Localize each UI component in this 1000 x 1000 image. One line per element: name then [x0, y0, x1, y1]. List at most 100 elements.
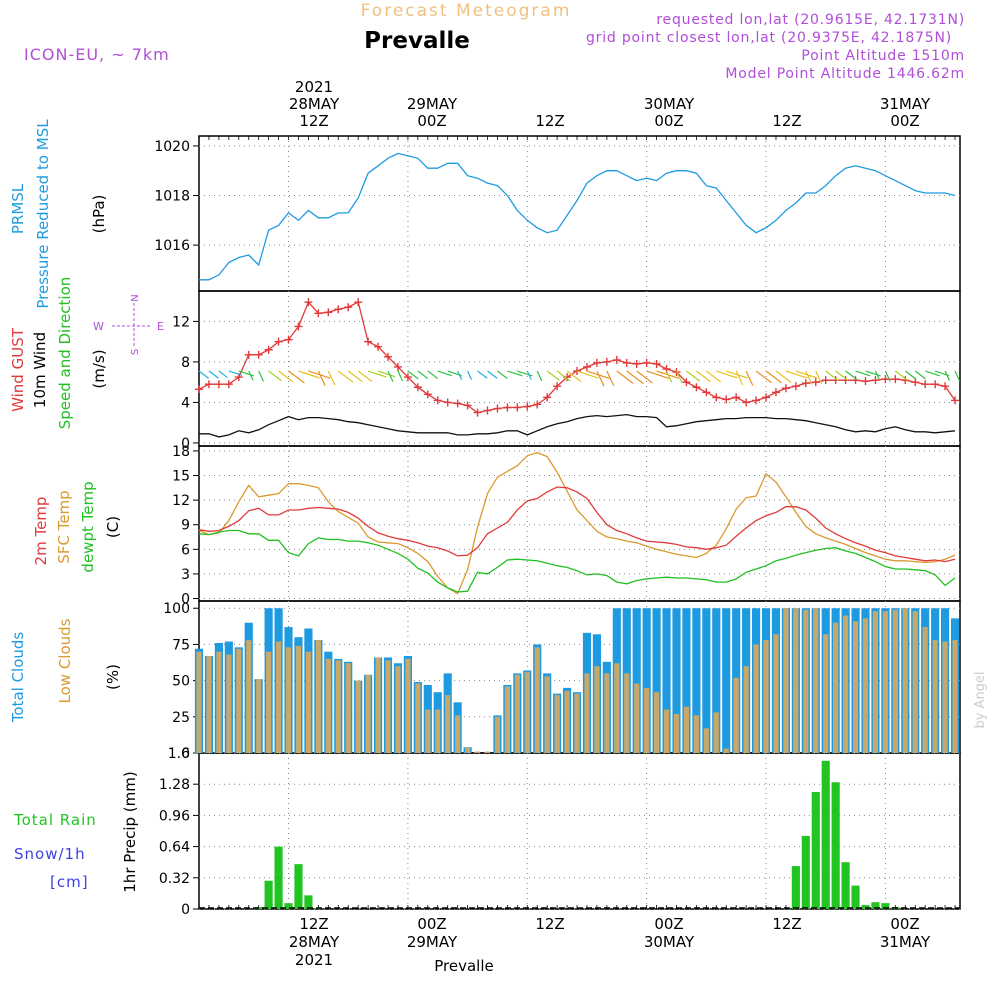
top-tick-line2: 28MAY	[289, 95, 340, 113]
bottom-tick-line1: 12Z	[535, 915, 564, 933]
gust-marker	[642, 358, 651, 367]
wind-direction-arrow	[944, 370, 951, 381]
wind-direction-arrow	[675, 370, 683, 383]
gust-marker	[264, 345, 273, 354]
wind-direction-arrow	[507, 370, 523, 377]
t2m-line	[198, 486, 956, 563]
model-altitude: Model Point Altitude 1446.62m	[725, 66, 965, 82]
rain-bar	[851, 885, 860, 909]
low-clouds-bar	[196, 651, 202, 753]
gust-marker	[841, 376, 850, 385]
low-clouds-bar	[345, 663, 351, 753]
y-tick-label: 4	[181, 395, 190, 411]
gust-marker	[254, 350, 263, 359]
gust-marker	[403, 373, 412, 382]
location-title: Prevalle	[364, 28, 470, 54]
y-tick-label: 25	[172, 710, 190, 726]
gust-marker	[284, 335, 293, 344]
gust-marker	[214, 380, 223, 389]
top-tick-line2: 31MAY	[880, 95, 931, 113]
low-clouds-bar	[912, 611, 918, 753]
gust-marker	[443, 398, 452, 407]
gust-marker	[722, 395, 731, 404]
compass-w: W	[93, 320, 104, 333]
total-clouds-bar	[712, 608, 721, 753]
low-clouds-bar	[634, 683, 640, 753]
wind-direction-arrow	[238, 370, 255, 377]
rain-bar	[861, 905, 870, 909]
wind-direction-arrow	[288, 370, 305, 384]
rain-bar	[831, 782, 840, 909]
total-clouds-label: Total Clouds	[9, 632, 27, 724]
t2m-label: 2m Temp	[32, 497, 50, 566]
wind-direction-arrow	[357, 370, 373, 382]
compass-legend: N S W E	[93, 294, 164, 355]
low-clouds-bar	[803, 609, 809, 753]
pressure-label-1: PRMSL	[9, 183, 27, 234]
bottom-tick-line1: 12Z	[299, 915, 328, 933]
wind-direction-arrow	[417, 370, 429, 380]
dew-label: dewpt Temp	[79, 481, 97, 572]
wind-direction-arrow	[596, 370, 605, 387]
wind-dir-label: Speed and Direction	[56, 277, 74, 430]
footer-location: Prevalle	[434, 957, 493, 975]
gust-marker	[393, 362, 402, 371]
compass-s: S	[130, 349, 141, 355]
low-clouds-bar	[713, 712, 719, 753]
panel-labels: PRMSL Pressure Reduced to MSL (hPa) Wind…	[9, 119, 164, 893]
rain-bar	[274, 846, 283, 909]
wind-direction-arrow	[526, 370, 532, 380]
top-tick-line3: 12Z	[535, 112, 564, 130]
gust-marker	[473, 408, 482, 417]
rain-bar	[871, 902, 880, 909]
low-clouds-bar	[902, 608, 908, 753]
low-clouds-label: Low Clouds	[56, 618, 74, 703]
wind-direction-arrow	[218, 370, 228, 378]
low-clouds-bar	[295, 645, 302, 753]
low-clouds-bar	[455, 715, 461, 753]
wind-direction-arrow	[248, 370, 254, 381]
gust-marker	[423, 390, 432, 399]
wind-direction-arrow	[765, 370, 782, 384]
low-clouds-bar	[654, 692, 660, 753]
gust-marker	[851, 376, 860, 385]
low-clouds-bar	[783, 608, 789, 753]
low-clouds-bar	[624, 673, 630, 753]
chart-layer: 101610181020048120369121518025507510000.…	[154, 135, 961, 918]
total-clouds-bar	[672, 608, 681, 753]
low-clouds-bar	[514, 674, 520, 753]
low-clouds-bar	[773, 634, 779, 753]
wind-gust-line	[198, 300, 956, 414]
wind-direction-arrow	[487, 370, 498, 379]
gust-marker	[453, 399, 462, 408]
wind-direction-arrow	[228, 370, 243, 376]
total-clouds-bar	[702, 608, 711, 753]
requested-coords: requested lon,lat (20.9615E, 42.1731N)	[656, 12, 965, 28]
bottom-tick-line1: 00Z	[890, 915, 919, 933]
wind-direction-arrow	[497, 370, 508, 380]
gust-marker	[692, 383, 701, 392]
pressure-line	[199, 152, 956, 281]
wind-direction-arrow	[298, 370, 320, 379]
wind-direction-arrow	[427, 370, 439, 380]
wind-direction-arrow	[198, 370, 209, 379]
gust-marker	[553, 382, 562, 391]
gust-marker	[911, 378, 920, 387]
gust-marker	[742, 398, 751, 407]
y-tick-label: 9	[181, 518, 190, 534]
wind-direction-arrow	[467, 370, 473, 380]
y-tick-label: 3	[181, 567, 190, 583]
y-tick-label: 1016	[154, 238, 190, 254]
wind-direction-arrow	[894, 370, 908, 381]
rain-bar	[821, 760, 830, 909]
low-clouds-bar	[852, 621, 859, 753]
rain-bar	[841, 862, 850, 909]
rain-bar	[791, 866, 800, 909]
bottom-tick-line2: 29MAY	[407, 933, 458, 951]
wind-direction-arrow	[576, 370, 599, 379]
bottom-tick-line2: 30MAY	[644, 933, 695, 951]
wind-direction-arrow	[874, 370, 881, 381]
bottom-tick-line1: 00Z	[417, 915, 446, 933]
low-clouds-bar	[753, 644, 759, 753]
